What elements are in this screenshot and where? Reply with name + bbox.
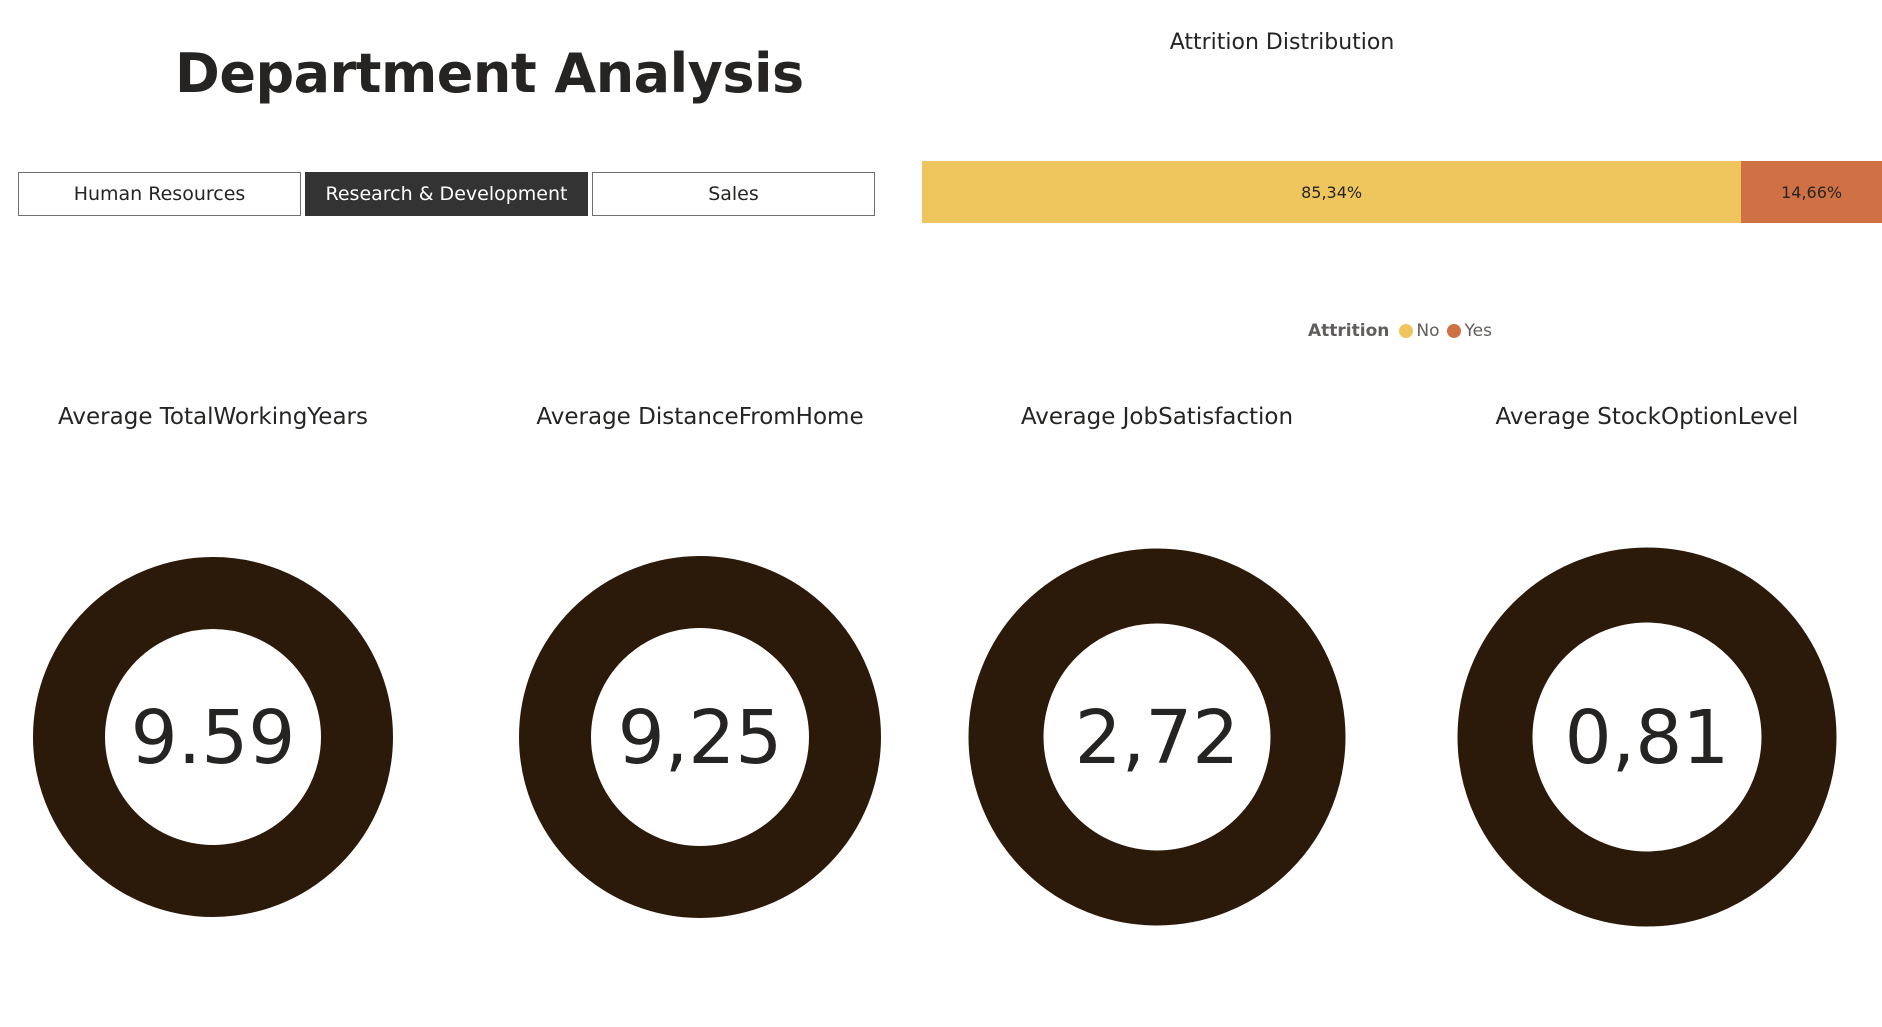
attrition-stacked-bar: 85,34% 14,66%	[922, 161, 1882, 223]
kpi-value: 9,25	[618, 695, 783, 781]
slicer-button-research-development[interactable]: Research & Development	[305, 172, 588, 216]
kpi-title: Average TotalWorkingYears	[58, 404, 368, 430]
donut-ring[interactable]	[519, 556, 881, 918]
legend-item-no[interactable]: No	[1399, 321, 1439, 341]
kpi-value: 9.59	[131, 695, 296, 781]
legend-item-yes[interactable]: Yes	[1447, 321, 1492, 341]
attrition-chart-title: Attrition Distribution	[1169, 30, 1395, 55]
kpi-title: Average JobSatisfaction	[1020, 404, 1294, 430]
bar-label-yes: 14,66%	[1781, 182, 1843, 202]
legend-label-no: No	[1416, 321, 1440, 341]
legend-dot-yes-icon	[1447, 324, 1462, 338]
donut-ring[interactable]	[33, 557, 393, 917]
bar-segment-yes[interactable]: 14,66%	[1741, 161, 1882, 223]
slicer-button-sales[interactable]: Sales	[592, 172, 875, 216]
page-title: Department Analysis	[175, 42, 804, 105]
kpi-value: 2,72	[1075, 695, 1240, 781]
kpi-card-distance-from-home: Average DistanceFromHome 9,25	[465, 400, 935, 960]
donut-chart: 0,81	[1457, 547, 1837, 927]
slicer-button-human-resources[interactable]: Human Resources	[18, 172, 301, 216]
legend-dot-no-icon	[1399, 324, 1414, 338]
donut-ring[interactable]	[1457, 547, 1837, 927]
kpi-title: Average DistanceFromHome	[536, 404, 864, 430]
legend-label-yes: Yes	[1464, 321, 1492, 341]
donut-ring[interactable]	[968, 548, 1346, 926]
donut-chart: 9,25	[519, 556, 881, 918]
department-slicer: Human Resources Research & Development S…	[18, 172, 875, 218]
bar-segment-no[interactable]: 85,34%	[922, 161, 1742, 223]
kpi-card-total-working-years: Average TotalWorkingYears 9.59	[0, 400, 448, 960]
attrition-legend: Attrition No Yes	[1308, 321, 1500, 341]
legend-title: Attrition	[1308, 321, 1390, 341]
kpi-value: 0,81	[1565, 695, 1730, 781]
bar-label-no: 85,34%	[1301, 182, 1363, 202]
donut-chart: 9.59	[33, 557, 393, 917]
kpi-card-job-satisfaction: Average JobSatisfaction 2,72	[922, 400, 1392, 960]
kpi-card-stock-option-level: Average StockOptionLevel 0,81	[1412, 400, 1882, 960]
donut-chart: 2,72	[968, 548, 1346, 926]
kpi-title: Average StockOptionLevel	[1495, 404, 1799, 430]
